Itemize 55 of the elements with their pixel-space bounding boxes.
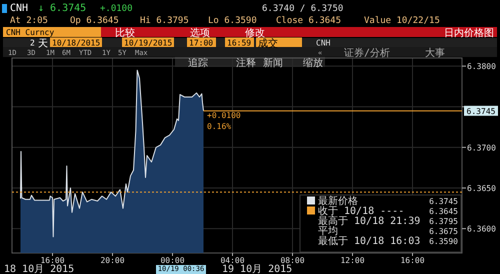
text: 比较 xyxy=(115,27,135,39)
text: Hi 6.3795 xyxy=(140,16,189,26)
text: 16:59 xyxy=(227,38,252,48)
text: 2 xyxy=(30,38,35,48)
annotation: 6.3590 xyxy=(429,237,458,246)
x-tick-label: 00:00 xyxy=(160,256,185,265)
y-tick-label: 6.3800 xyxy=(467,62,496,72)
chart-title: CNH xyxy=(10,3,28,14)
text: 10/18/2015 xyxy=(52,38,100,48)
annotation: 缩放 xyxy=(303,57,323,69)
text: 19 10月 2015 xyxy=(222,264,292,274)
text: 修改 xyxy=(245,28,265,39)
legend-label: 收于 10/18 ---- xyxy=(318,206,404,217)
text: 天 xyxy=(38,38,48,50)
annotation: 6.3675 xyxy=(429,227,458,236)
x-tick-label: 16:00 xyxy=(40,256,65,265)
y-tick-label: 6.3600 xyxy=(467,224,496,234)
annotation: +0.0100 xyxy=(207,111,241,120)
text: Op 6.3645 xyxy=(70,16,119,26)
text: 17:00 xyxy=(189,38,214,48)
text: CNH Curncy xyxy=(6,28,54,37)
y-tick-label: 6.3700 xyxy=(467,143,496,152)
text: Value 10/22/15 xyxy=(364,16,440,26)
text: 10/19/2015 xyxy=(124,38,172,48)
annotation: 追踪 xyxy=(188,57,208,69)
annotation: 平均 xyxy=(318,225,338,237)
annotation: 6.3645 xyxy=(429,207,458,216)
annotation: 证券/分析 xyxy=(344,47,390,59)
annotation: 6.3745 xyxy=(429,197,458,206)
annotation: 0.16% xyxy=(207,122,232,131)
ref-line-label: 6.3745 xyxy=(466,106,496,116)
x-tick-label: 08:00 xyxy=(280,256,305,265)
annotation: 6.3795 xyxy=(429,217,458,226)
annotation: 最高于 10/18 21:39 xyxy=(318,215,420,227)
text: 成交 xyxy=(258,38,278,50)
annotation: 注释 xyxy=(236,57,256,69)
text: Lo 6.3590 xyxy=(208,16,257,26)
text: 6.3740 / 6.3750 xyxy=(262,4,344,14)
x-tick-label: 16:00 xyxy=(400,256,425,265)
text: ↓ 6.3745 xyxy=(38,3,86,14)
x-tick-label: 20:00 xyxy=(100,256,125,265)
annotation: 大事 xyxy=(425,47,445,59)
text: 日内价格图 xyxy=(444,27,494,39)
legend-label: 最新价格 xyxy=(318,195,358,207)
text: 18 10月 2015 xyxy=(4,264,74,274)
text: 选项 xyxy=(190,27,210,39)
annotation: 新闻 xyxy=(263,57,283,69)
y-tick-label: 6.3650 xyxy=(467,184,496,193)
annotation: 最低于 10/18 16:03 xyxy=(318,236,420,247)
text: At 2:05 xyxy=(10,16,48,26)
text: CNH xyxy=(316,38,331,48)
x-tick-label: 12:00 xyxy=(340,256,365,265)
text: Close 6.3645 xyxy=(276,16,342,26)
x-tick-label: 04:00 xyxy=(220,256,245,265)
text: +.0100 xyxy=(100,4,133,14)
